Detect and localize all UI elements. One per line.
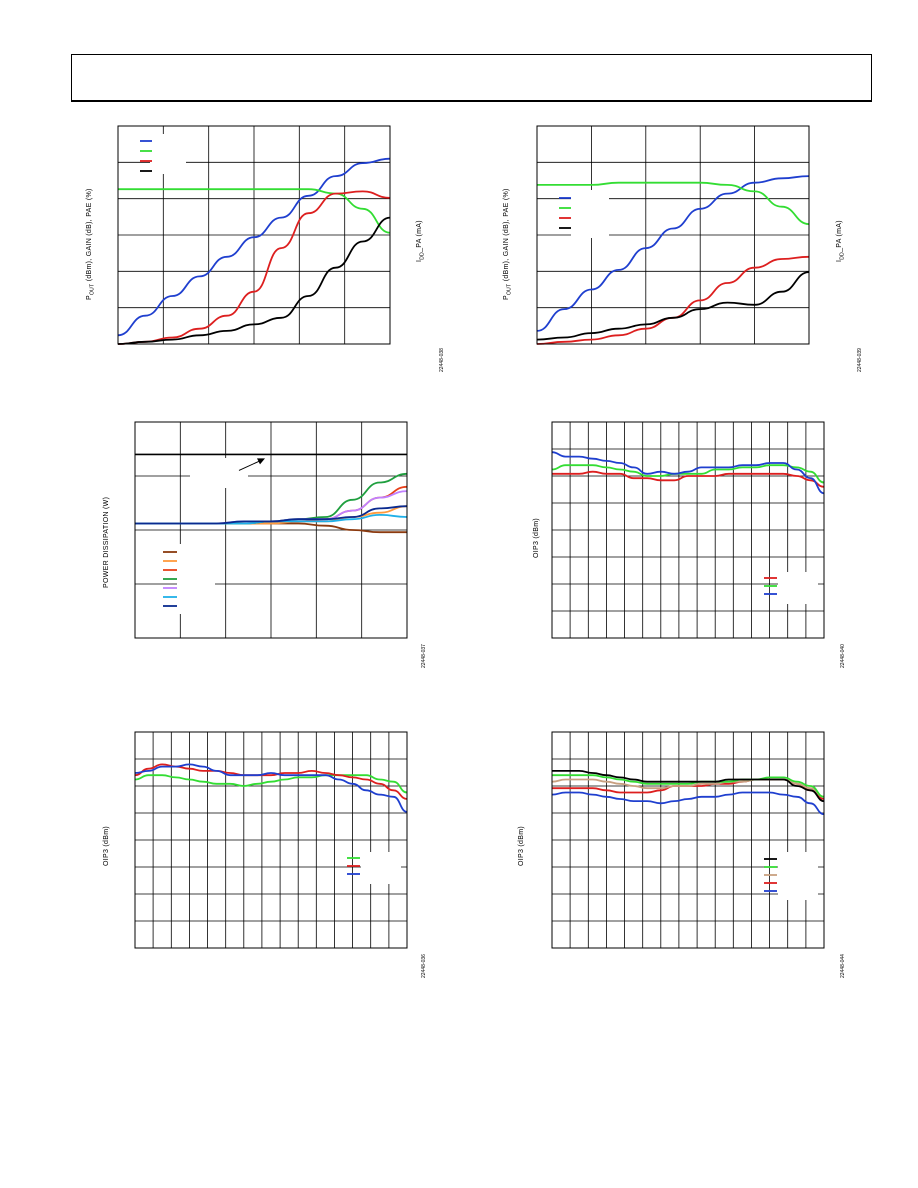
chart-svg-3 xyxy=(551,421,825,639)
y2label-chart1-sub: DD xyxy=(839,251,846,260)
y2label-chart0: IDD_PA (mA) xyxy=(416,220,425,262)
ylabel-chart1-p: P xyxy=(503,295,510,300)
ylabel-chart4: OIP3 (dBm) xyxy=(103,826,110,866)
figure-id-chart1: 22448-039 xyxy=(857,348,863,372)
legend-label-area xyxy=(571,190,609,238)
y2label-chart0-sub: DD xyxy=(419,251,426,260)
chart-oip3-1 xyxy=(551,421,825,639)
series-line-0 xyxy=(551,791,825,815)
chart-svg-4 xyxy=(134,731,408,949)
series-line-2 xyxy=(551,451,825,495)
series-line-1 xyxy=(134,763,408,800)
series-line-0 xyxy=(117,157,391,337)
ylabel-chart0-sub: OUT xyxy=(89,283,96,296)
y2label-chart1-i: I xyxy=(836,259,843,262)
legend-label-area xyxy=(177,544,215,614)
legend-label-area xyxy=(778,852,818,900)
ylabel-chart0-rest: (dBm), GAIN (dB), PAE (%) xyxy=(86,188,93,284)
chart-svg-0 xyxy=(117,125,391,345)
legend-label-area xyxy=(190,458,248,488)
ylabel-chart3: OIP3 (dBm) xyxy=(533,518,540,558)
plot-frame xyxy=(551,731,825,949)
chart-svg-1 xyxy=(536,125,810,345)
figure-id-chart5: 22448-044 xyxy=(840,954,846,978)
series-line-2 xyxy=(134,763,408,813)
series-line-3 xyxy=(536,271,810,341)
plot-frame xyxy=(134,731,408,949)
ylabel-chart1: POUT (dBm), GAIN (dB), PAE (%) xyxy=(503,188,512,300)
plot-frame xyxy=(551,421,825,639)
series-line-1 xyxy=(118,188,391,234)
legend-label-area xyxy=(361,852,401,884)
legend-label-area xyxy=(778,572,818,604)
series-line-0 xyxy=(134,774,408,794)
ylabel-chart1-rest: (dBm), GAIN (dB), PAE (%) xyxy=(503,188,510,284)
y2label-chart1-rest: _PA (mA) xyxy=(836,220,843,252)
figure-id-chart3: 22448-040 xyxy=(840,644,846,668)
legend-label-area xyxy=(150,134,186,174)
ylabel-chart0: POUT (dBm), GAIN (dB), PAE (%) xyxy=(86,188,95,300)
chart-pout-gain-pae-1 xyxy=(117,125,391,345)
series-line-6 xyxy=(135,505,408,525)
plot-frame xyxy=(134,421,408,639)
chart-svg-5 xyxy=(551,731,825,949)
series-line-1 xyxy=(537,181,810,225)
plot-frame xyxy=(536,125,810,345)
series-line-1 xyxy=(551,464,825,484)
chart-oip3-2 xyxy=(134,731,408,949)
series-line-3 xyxy=(117,216,391,345)
figure-id-chart4: 22448-036 xyxy=(421,954,427,978)
y2label-chart0-rest: _PA (mA) xyxy=(416,220,423,252)
ylabel-chart2: POWER DISSIPATION (W) xyxy=(103,496,110,588)
series-line-0 xyxy=(536,175,810,332)
series-line-4 xyxy=(552,770,825,802)
series-line-3 xyxy=(551,774,825,798)
figure-id-chart2: 22448-037 xyxy=(421,644,427,668)
annotation-arrowhead xyxy=(257,458,265,465)
annotation-arrow xyxy=(238,459,262,471)
chart-svg-2 xyxy=(134,421,408,639)
chart-oip3-3 xyxy=(551,731,825,949)
y2label-chart1: IDD_PA (mA) xyxy=(836,220,845,262)
figure-id-chart0: 22448-038 xyxy=(439,348,445,372)
y2label-chart0-i: I xyxy=(416,259,423,262)
page-header-box xyxy=(71,54,872,102)
series-line-2 xyxy=(117,190,391,345)
ylabel-chart5: OIP3 (dBm) xyxy=(518,826,525,866)
plot-frame xyxy=(117,125,391,345)
ylabel-chart1-sub: OUT xyxy=(506,283,513,296)
series-line-0 xyxy=(551,470,825,488)
ylabel-chart0-p: P xyxy=(86,295,93,300)
chart-pout-gain-pae-2 xyxy=(536,125,810,345)
chart-power-dissipation xyxy=(134,421,408,639)
